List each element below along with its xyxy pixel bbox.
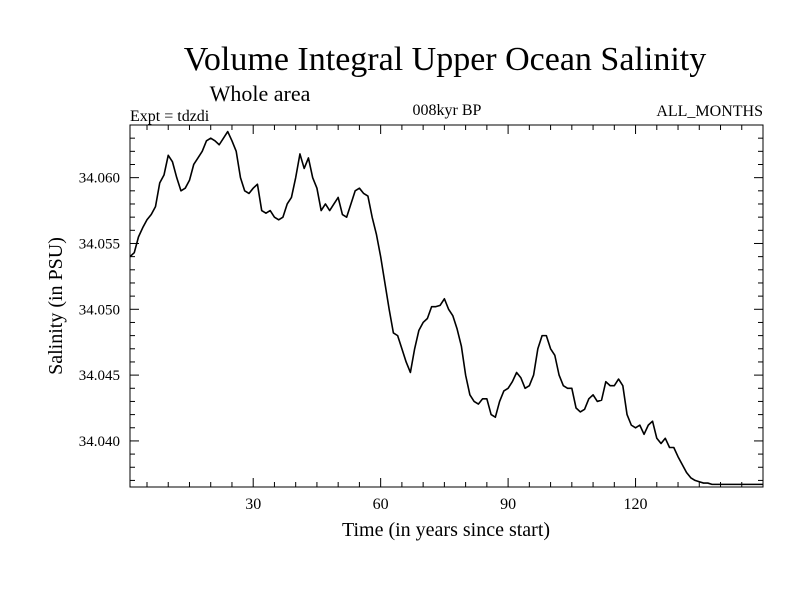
experiment-label: Expt = tdzdi xyxy=(130,108,210,125)
y-tick-label: 34.045 xyxy=(79,368,120,384)
x-tick-labels: 30 60 90 120 xyxy=(245,496,647,513)
y-tick-label: 34.060 xyxy=(79,171,120,187)
x-tick-label: 90 xyxy=(500,496,516,513)
y-tick-labels: 34.040 34.045 34.050 34.055 34.060 xyxy=(79,171,120,450)
axis-ticks xyxy=(130,124,764,487)
x-tick-label: 120 xyxy=(624,496,648,513)
y-axis-label: Salinity (in PSU) xyxy=(45,237,67,375)
months-label: ALL_MONTHS xyxy=(656,103,763,120)
y-tick-label: 34.040 xyxy=(79,434,120,450)
x-tick-label: 60 xyxy=(373,496,389,513)
x-axis-label: Time (in years since start) xyxy=(342,519,550,541)
chart-title: Volume Integral Upper Ocean Salinity xyxy=(184,41,706,78)
period-label: 008kyr BP xyxy=(413,102,482,119)
plot-frame xyxy=(129,124,764,488)
y-tick-label: 34.055 xyxy=(79,236,120,252)
x-tick-label: 30 xyxy=(245,496,261,513)
chart-subtitle: Whole area xyxy=(210,81,311,106)
series-line xyxy=(129,130,763,486)
y-tick-label: 34.050 xyxy=(79,302,120,318)
